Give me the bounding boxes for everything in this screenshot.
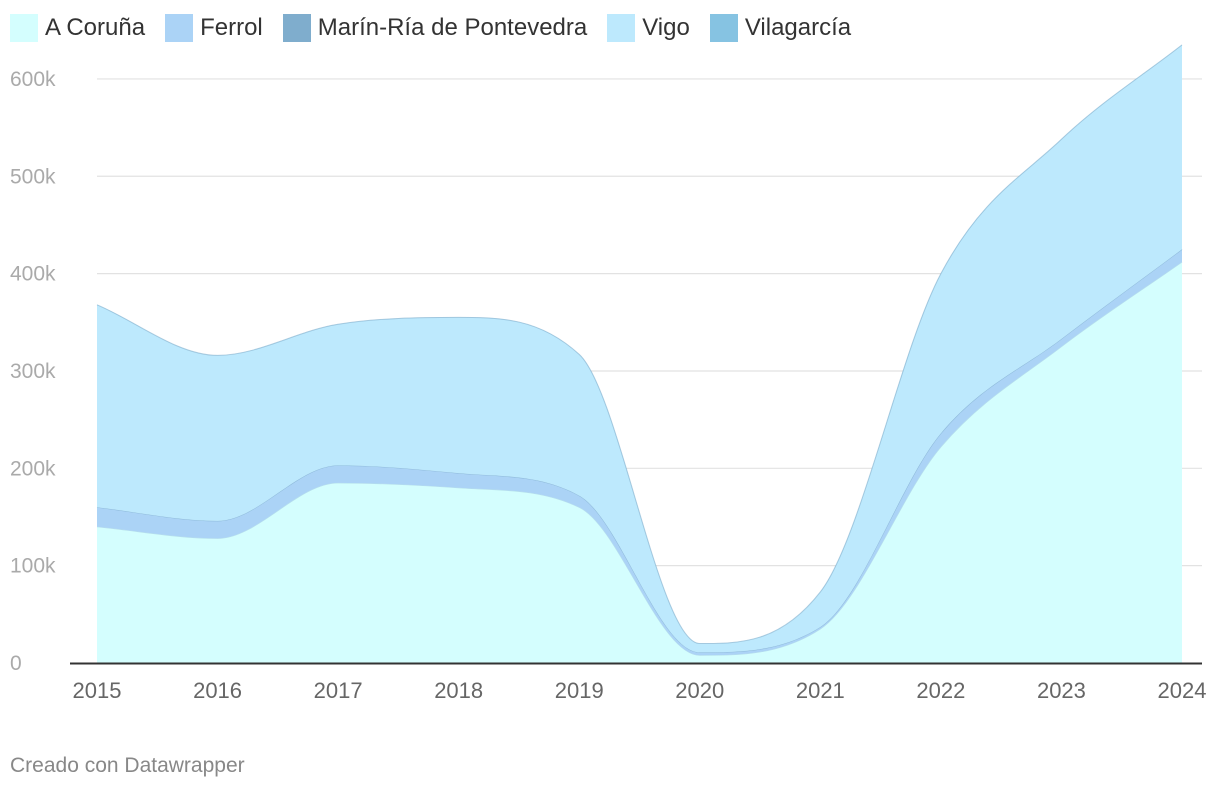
legend-item-vigo[interactable]: Vigo — [607, 14, 690, 42]
area-vigo[interactable] — [97, 44, 1182, 653]
legend-label: Ferrol — [200, 14, 263, 41]
legend-item-a-coruna[interactable]: A Coruña — [10, 14, 145, 42]
x-tick-label: 2015 — [73, 678, 122, 703]
x-tick-label: 2023 — [1037, 678, 1086, 703]
y-tick-label: 200k — [10, 457, 56, 480]
area-outline-vilagarcia — [96, 44, 1183, 645]
y-tick-label: 600k — [10, 68, 56, 91]
legend-label: Vilagarcía — [744, 14, 852, 41]
y-tick-label: 0 — [10, 652, 22, 675]
footer-credit: Creado con Datawrapper — [10, 754, 245, 777]
area-outline-vigo — [96, 44, 1183, 645]
x-tick-label: 2022 — [916, 678, 965, 703]
legend-item-marin-ria-de-pontevedra[interactable]: Marín-Ría de Pontevedra — [282, 14, 588, 42]
y-tick-label: 300k — [10, 360, 56, 383]
legend-swatch — [10, 14, 38, 42]
legend-label: Vigo — [642, 14, 690, 41]
axes: 0 100k 200k 300k 400k 500k 600k 2015 2016 2017 201… — [10, 68, 1206, 703]
y-tick-label: 100k — [10, 555, 56, 578]
x-tick-label: 2018 — [434, 678, 483, 703]
legend-swatch — [709, 14, 738, 42]
x-tick-label: 2017 — [314, 678, 363, 703]
legend-swatch — [607, 14, 636, 42]
area-a-coruna[interactable] — [97, 261, 1182, 663]
x-tick-label: 2019 — [555, 678, 604, 703]
legend-label: Marín-Ría de Pontevedra — [317, 14, 588, 41]
area-series — [96, 44, 1183, 663]
legend-item-ferrol[interactable]: Ferrol — [165, 14, 263, 42]
legend-item-vilagarcia[interactable]: Vilagarcía — [709, 14, 852, 42]
y-tick-label: 500k — [10, 165, 56, 188]
x-tick-label: 2021 — [796, 678, 845, 703]
legend-label: A Coruña — [45, 14, 146, 41]
y-tick-label: 400k — [10, 263, 56, 286]
legend-swatch — [165, 14, 194, 42]
x-tick-label: 2020 — [675, 678, 724, 703]
legend-swatch — [282, 14, 311, 42]
chart-legend: A Coruña Ferrol Marín-Ría de Pontevedra Vig… — [10, 12, 871, 44]
x-tick-label: 2016 — [193, 678, 242, 703]
x-tick-label: 2024 — [1158, 678, 1207, 703]
